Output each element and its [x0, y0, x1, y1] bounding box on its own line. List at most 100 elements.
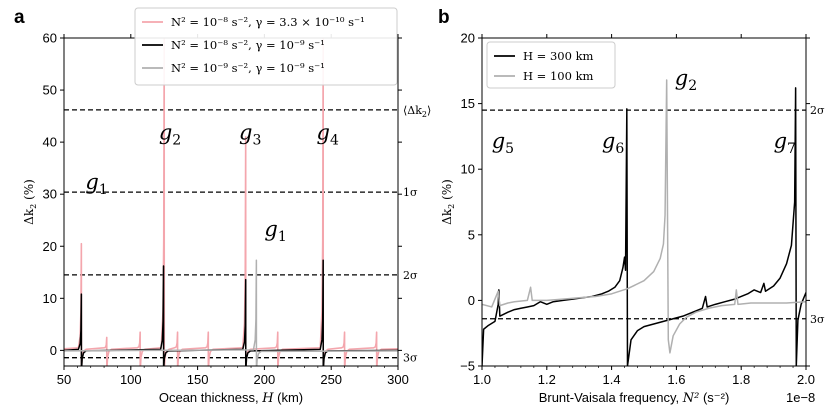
y-axis-label: Δk2 (%) [22, 179, 38, 225]
tspan: 1 [99, 182, 108, 198]
annotation: g7 [774, 129, 796, 157]
tspan: g [492, 129, 505, 153]
tspan: 2 [447, 204, 456, 209]
legend-label: H = 100 km [523, 69, 594, 83]
legend: H = 300 km H = 100 km [486, 41, 616, 89]
y-tick-label: 10 [461, 162, 475, 177]
series-line [64, 259, 398, 366]
x-scale-note: 1e−8 [786, 390, 815, 405]
reference-label: 3σ [403, 352, 418, 365]
tspan: g [774, 129, 787, 153]
tspan: ⟩ [427, 104, 431, 117]
tspan: (km) [274, 390, 304, 405]
x-tick-label: 100 [120, 372, 142, 387]
x-axis-label: Brunt-Vaisala frequency, N² (s⁻²) [539, 390, 730, 406]
reference-label: 2σ [403, 269, 418, 282]
reference-label: 3σ [810, 313, 825, 326]
y-tick-label: 40 [43, 135, 57, 150]
x-tick-label: 2.0 [797, 372, 815, 387]
legend-label: N² = 10⁻⁹ s⁻², γ = 10⁻⁹ s⁻¹ [171, 61, 325, 75]
y-tick-label: 20 [43, 239, 57, 254]
tspan: (%) [440, 179, 454, 204]
tspan: g [675, 66, 688, 90]
x-tick-label: 200 [254, 372, 276, 387]
y-tick-label: 20 [461, 31, 475, 46]
tspan: g [239, 121, 252, 145]
tspan: 2 [172, 133, 181, 149]
tspan: H [261, 391, 274, 406]
y-tick-label: 60 [43, 31, 57, 46]
reference-label: ⟨Δk2⟩ [403, 104, 431, 119]
legend-box [486, 41, 616, 89]
tspan: N² [682, 391, 700, 406]
tspan: 2 [29, 204, 38, 209]
tspan: (s⁻²) [699, 390, 729, 405]
x-tick-label: 300 [387, 372, 409, 387]
panel-b-axes: 2σ 3σ 1.0 1.2 1.4 1.6 1.8 2.0 −5 0 5 10 15 20 Brunt-Va… [438, 7, 825, 406]
annotation: g1 [85, 170, 107, 198]
x-tick-label: 1.6 [667, 372, 685, 387]
legend-label: N² = 10⁻⁸ s⁻², γ = 10⁻⁹ s⁻¹ [171, 38, 325, 52]
tspan: 2 [422, 110, 427, 119]
x-axis-label: Ocean thickness, H (km) [159, 390, 303, 406]
annotation: g5 [492, 129, 514, 157]
series-line [64, 38, 398, 366]
annotation: g3 [239, 121, 261, 149]
annotation: g1 [264, 217, 286, 245]
tspan: Brunt-Vaisala frequency, [539, 390, 683, 405]
reference-label: 1σ [403, 186, 418, 199]
annotation: g4 [317, 121, 339, 149]
series-line [482, 87, 806, 366]
tspan: g [85, 170, 98, 194]
x-tick-label: 1.8 [732, 372, 750, 387]
tspan: 7 [787, 141, 796, 157]
tspan: (%) [22, 179, 36, 204]
tspan: ⟨Δk [403, 104, 422, 117]
panel-letter: a [14, 7, 25, 28]
plot-frame [481, 37, 807, 367]
tspan: g [317, 121, 330, 145]
tspan: Ocean thickness, [159, 390, 262, 405]
y-tick-label: 0 [50, 343, 57, 358]
series-line [482, 79, 806, 354]
y-axis-label: Δk2 (%) [440, 179, 456, 225]
tspan: 3 [252, 133, 261, 149]
series-line [64, 259, 398, 366]
annotation: g2 [159, 121, 181, 149]
y-tick-label: 10 [43, 291, 57, 306]
legend: N² = 10⁻⁸ s⁻², γ = 3.3 × 10⁻¹⁰ s⁻¹ N² = 1… [134, 7, 398, 86]
tspan: 2 [688, 78, 697, 94]
series-group [64, 38, 398, 366]
x-tick-label: 1.0 [473, 372, 491, 387]
annotation: g6 [602, 129, 624, 157]
x-tick-label: 1.2 [538, 372, 556, 387]
panel-letter: b [438, 7, 450, 28]
tspan: 4 [330, 133, 339, 149]
x-tick-label: 50 [57, 372, 71, 387]
annotation: g2 [675, 66, 697, 94]
plot-frame [63, 37, 399, 367]
tspan: 6 [615, 141, 624, 157]
y-tick-label: 30 [43, 187, 57, 202]
y-tick-label: 0 [468, 293, 475, 308]
reference-label: 2σ [810, 104, 825, 117]
tspan: 1 [278, 229, 287, 245]
x-tick-label: 1.4 [603, 372, 621, 387]
tspan: g [159, 121, 172, 145]
y-tick-label: 15 [461, 96, 475, 111]
legend-label: N² = 10⁻⁸ s⁻², γ = 3.3 × 10⁻¹⁰ s⁻¹ [171, 15, 365, 29]
y-tick-label: 5 [468, 227, 475, 242]
tspan: g [602, 129, 615, 153]
x-tick-label: 150 [187, 372, 209, 387]
y-tick-label: −5 [460, 359, 475, 374]
y-tick-label: 50 [43, 83, 57, 98]
tspan: Δk [440, 208, 454, 225]
tspan: Δk [22, 208, 36, 225]
x-tick-label: 250 [320, 372, 342, 387]
tspan: 5 [505, 141, 514, 157]
tspan: g [264, 217, 277, 241]
legend-label: H = 300 km [523, 49, 594, 63]
series-group [482, 79, 806, 366]
